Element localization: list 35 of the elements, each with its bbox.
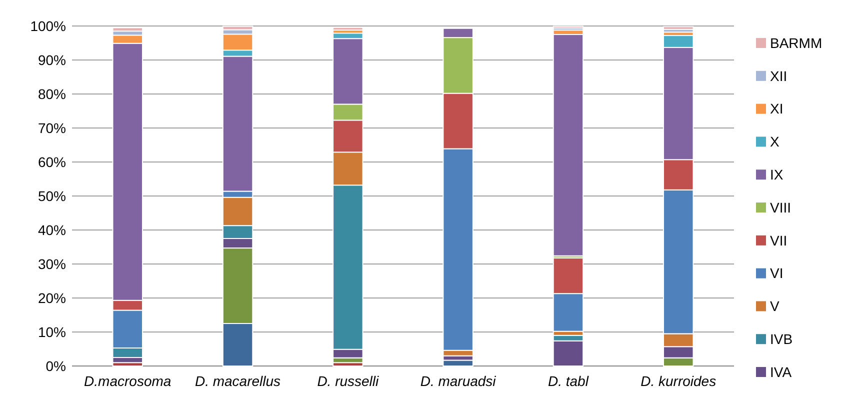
y-tick-label: 10% xyxy=(38,324,66,340)
y-tick-label: 0% xyxy=(46,358,66,374)
y-tick-label: 40% xyxy=(38,222,66,238)
legend-label: XII xyxy=(770,68,788,84)
bar xyxy=(552,340,584,366)
legend-label: VI xyxy=(770,265,784,282)
y-tick-label: 20% xyxy=(38,290,66,306)
y-tick-label: 50% xyxy=(38,188,66,204)
legend-label: IVA xyxy=(770,364,792,380)
y-tick-label: 100% xyxy=(30,18,66,34)
bar xyxy=(663,26,694,30)
legend-label: XI xyxy=(770,100,784,117)
x-tick-label: D.macrosoma xyxy=(84,373,172,389)
x-tick-label: D. tabl xyxy=(548,373,590,389)
bar xyxy=(112,27,143,32)
bar xyxy=(332,26,364,31)
x-tick-label: D. macarellus xyxy=(194,373,281,389)
bar xyxy=(552,34,584,256)
bar xyxy=(222,26,254,30)
legend-label: IVB xyxy=(770,331,793,347)
x-tick-label: D. maruadsi xyxy=(420,373,497,389)
legend-label: V xyxy=(770,298,780,314)
legend-label: VII xyxy=(770,232,788,248)
bar xyxy=(442,360,474,366)
legend-label: VIII xyxy=(770,199,792,216)
y-tick-label: 90% xyxy=(38,52,66,68)
x-tick-label: D. russelli xyxy=(317,373,380,389)
legend-label: BARMM xyxy=(770,34,822,51)
y-tick-label: 30% xyxy=(38,256,66,272)
y-tick-label: 70% xyxy=(38,120,66,136)
legend-label: X xyxy=(770,134,780,150)
y-tick-label: 80% xyxy=(38,86,66,102)
x-tick-label: D. kurroides xyxy=(640,373,716,389)
legend-label: IX xyxy=(770,166,784,182)
y-tick-label: 60% xyxy=(38,154,66,170)
